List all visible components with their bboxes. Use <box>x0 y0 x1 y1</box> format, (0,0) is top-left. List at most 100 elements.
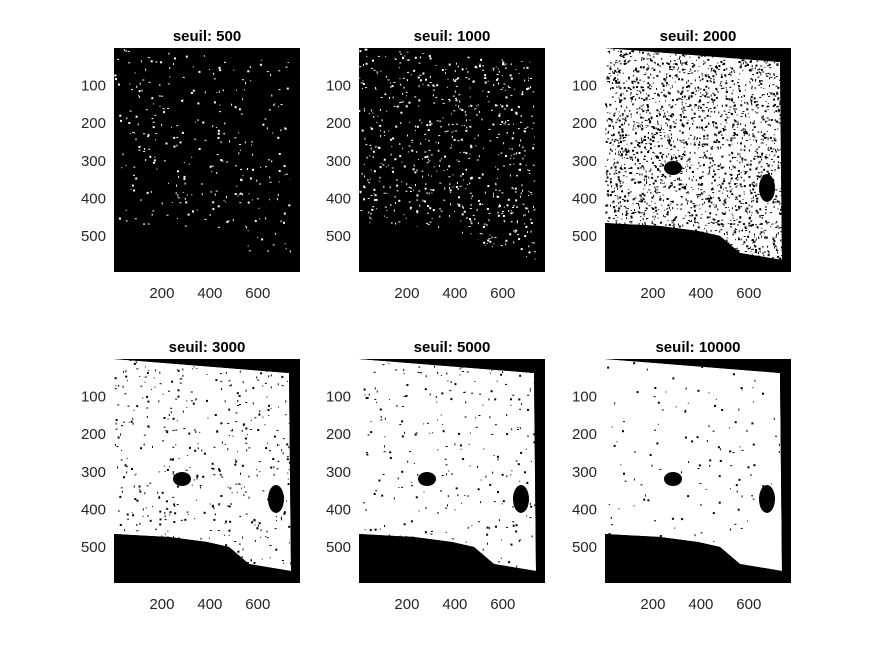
mask-hole <box>261 558 263 560</box>
mask-hole <box>237 550 240 553</box>
mask-hole <box>707 96 710 98</box>
mask-hole <box>791 116 792 118</box>
mask-hole <box>667 91 669 94</box>
mask-pixel <box>447 169 449 171</box>
mask-hole <box>176 420 178 422</box>
mask-hole <box>642 110 645 113</box>
mask-hole <box>620 136 622 139</box>
mask-hole <box>774 142 775 144</box>
mask-pixel <box>524 213 526 216</box>
mask-hole <box>268 404 271 407</box>
mask-hole <box>740 148 742 151</box>
mask-pixel <box>441 158 443 160</box>
mask-hole <box>630 96 633 99</box>
mask-pixel <box>508 209 510 212</box>
mask-hole <box>648 189 651 191</box>
mask-pixel <box>510 155 512 157</box>
mask-hole <box>777 148 779 150</box>
mask-hole <box>775 248 777 251</box>
mask-hole <box>482 548 484 551</box>
mask-hole <box>713 196 714 198</box>
mask-hole <box>759 233 761 236</box>
mask-hole <box>527 394 530 396</box>
mask-hole <box>684 187 687 190</box>
mask-pixel <box>201 193 203 196</box>
mask-hole <box>288 461 291 464</box>
mask-pixel <box>479 203 482 206</box>
mask-hole <box>703 60 705 62</box>
mask-hole <box>515 524 518 527</box>
mask-pixel <box>245 82 246 85</box>
mask-hole <box>678 179 681 181</box>
mask-hole <box>770 169 773 171</box>
mask-hole <box>234 541 237 543</box>
mask-hole <box>708 109 710 110</box>
mask-hole <box>747 235 750 238</box>
mask-hole <box>515 460 518 462</box>
mask-hole <box>678 183 681 186</box>
mask-hole <box>706 114 709 117</box>
mask-hole <box>654 186 656 189</box>
mask-pixel <box>364 137 366 140</box>
mask-hole <box>640 124 642 125</box>
mask-hole <box>680 158 683 160</box>
mask-hole <box>682 54 685 57</box>
mask-hole <box>703 117 706 119</box>
mask-hole <box>766 222 768 225</box>
mask-hole <box>744 173 747 175</box>
mask-pixel <box>497 168 499 170</box>
mask-hole <box>707 68 709 70</box>
mask-hole <box>465 401 467 404</box>
mask-pixel <box>484 191 486 194</box>
mask-hole <box>763 133 766 136</box>
mask-hole <box>647 105 649 108</box>
mask-hole <box>620 55 623 57</box>
mask-pixel <box>448 176 451 178</box>
image-background <box>359 48 545 272</box>
mask-pixel <box>429 207 432 210</box>
mask-pixel <box>422 175 424 178</box>
mask-hole <box>634 156 636 159</box>
mask-hole <box>627 150 630 152</box>
mask-hole <box>751 101 752 104</box>
mask-hole <box>701 78 704 80</box>
mask-hole <box>506 526 508 528</box>
mask-pixel <box>364 49 367 51</box>
mask-pixel <box>370 218 372 220</box>
mask-hole <box>700 55 703 57</box>
mask-hole <box>737 96 739 99</box>
mask-pixel <box>481 118 483 121</box>
mask-hole <box>765 120 768 122</box>
mask-hole <box>752 196 754 199</box>
mask-hole <box>611 185 613 188</box>
mask-pixel <box>513 163 515 165</box>
mask-pixel <box>161 123 163 126</box>
mask-hole <box>772 238 775 241</box>
mask-hole <box>656 192 658 194</box>
mask-hole <box>704 228 705 230</box>
mask-hole <box>429 393 431 396</box>
mask-hole <box>619 180 622 183</box>
mask-pixel <box>489 234 491 236</box>
mask-hole <box>619 60 621 63</box>
mask-pixel <box>218 66 221 69</box>
mask-hole <box>666 124 668 127</box>
mask-hole <box>678 98 681 99</box>
mask-hole <box>701 198 704 200</box>
mask-pixel <box>385 166 387 168</box>
mask-hole <box>777 200 780 203</box>
mask-hole <box>719 116 722 118</box>
mask-hole <box>675 155 676 157</box>
mask-pixel <box>463 179 465 181</box>
mask-hole <box>617 210 619 213</box>
mask-pixel <box>469 182 471 185</box>
mask-hole <box>729 86 732 88</box>
mask-hole <box>712 124 714 126</box>
mask-hole <box>745 238 747 241</box>
mask-pixel <box>488 238 491 240</box>
mask-hole <box>752 241 755 244</box>
mask-hole <box>654 145 656 147</box>
mask-hole <box>656 186 659 188</box>
mask-pixel <box>529 173 531 174</box>
mask-hole <box>616 118 618 121</box>
